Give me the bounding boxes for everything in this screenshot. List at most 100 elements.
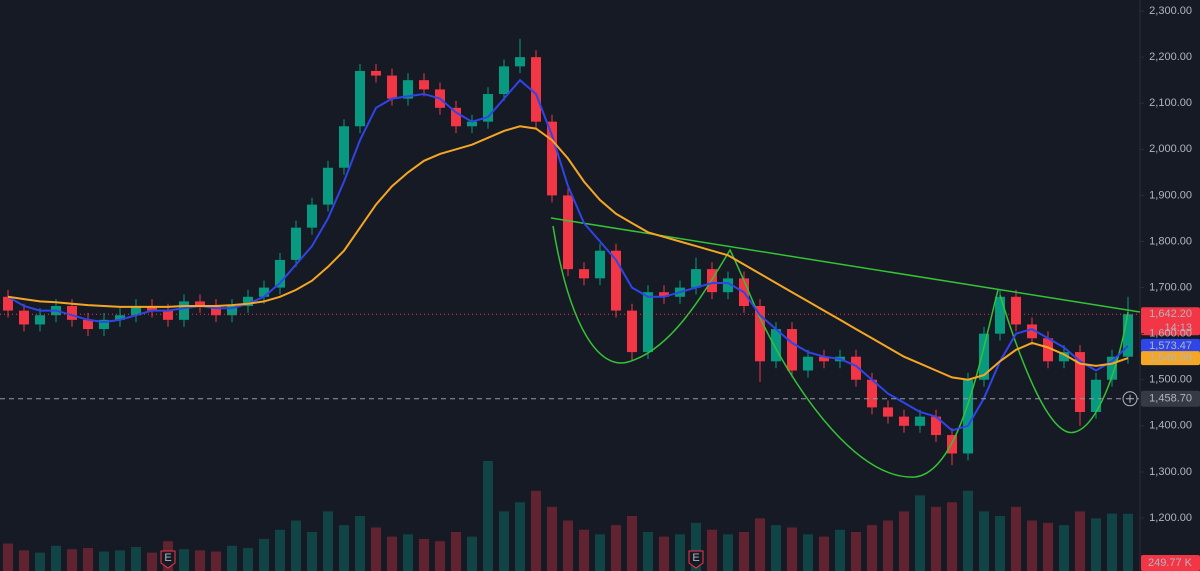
earnings-marker xyxy=(688,550,704,569)
volume-bar xyxy=(179,549,189,571)
volume-bar xyxy=(147,552,157,571)
volume-bar xyxy=(547,506,557,571)
volume-bar xyxy=(211,551,221,571)
y-tick-label: 2,000.00 xyxy=(1149,143,1192,155)
volume-bar xyxy=(691,522,701,571)
candle-body xyxy=(483,94,493,122)
volume-bar xyxy=(979,511,989,571)
volume-bar xyxy=(1123,513,1133,571)
volume-bar xyxy=(291,520,301,571)
candle-body xyxy=(643,292,653,353)
candle-body xyxy=(3,296,13,311)
overlay-layer: E E 1,642.20 14:13 1,573.471,546.99 1,458.70 2… xyxy=(0,78,1200,571)
volume-bar xyxy=(883,520,893,571)
candle-body xyxy=(899,416,909,426)
volume-bar xyxy=(771,525,781,571)
volume-bar xyxy=(1107,513,1117,571)
candle-body xyxy=(995,296,1005,334)
candle-body xyxy=(19,310,29,325)
earnings-marker xyxy=(160,550,176,569)
volume-bar xyxy=(371,527,381,571)
y-tick-label: 1,900.00 xyxy=(1149,189,1192,201)
volume-bar xyxy=(387,536,397,571)
candle-body xyxy=(531,57,541,122)
candle-body xyxy=(627,310,637,353)
earnings-label: E xyxy=(692,552,699,564)
volume-bar xyxy=(515,502,525,571)
candle-body xyxy=(723,278,733,293)
candle-body xyxy=(1059,352,1069,362)
volume-bar xyxy=(835,529,845,571)
candle-body xyxy=(979,333,989,380)
candle-body xyxy=(275,259,285,288)
candle-body xyxy=(515,57,525,67)
volume-label: 249.77 K xyxy=(1148,557,1193,569)
plus-icon xyxy=(1126,394,1134,403)
ma-value-label: 1,573.47 xyxy=(1149,340,1192,352)
volume-bar xyxy=(899,511,909,571)
volume-bar xyxy=(323,511,333,571)
volume-bar xyxy=(819,536,829,571)
candle-body xyxy=(179,301,189,320)
volume-bar xyxy=(563,520,573,571)
candle-body xyxy=(659,292,669,297)
volume-bar xyxy=(531,490,541,571)
volume-bar xyxy=(355,516,365,571)
earnings-label: E xyxy=(164,552,171,564)
volume-bar xyxy=(115,550,125,571)
candle-body xyxy=(387,75,397,99)
candle-body xyxy=(499,66,509,95)
volume-bar xyxy=(51,545,61,571)
volume-bar xyxy=(83,548,93,571)
candle-body xyxy=(851,356,861,380)
candle-body xyxy=(867,379,877,408)
candle-body xyxy=(691,269,701,288)
candle-body xyxy=(755,306,765,362)
volume-bar xyxy=(643,532,653,571)
candle-layer xyxy=(3,38,1133,466)
volume-bar xyxy=(195,550,205,571)
candle-body xyxy=(403,80,413,99)
volume-bar xyxy=(1091,518,1101,571)
y-tick-label: 1,500.00 xyxy=(1149,374,1192,386)
volume-bar xyxy=(627,516,637,571)
candle-body xyxy=(595,250,605,279)
candle-body xyxy=(147,306,157,311)
y-tick-label: 1,600.00 xyxy=(1149,328,1192,340)
volume-bar xyxy=(675,534,685,571)
y-tick-label: 2,200.00 xyxy=(1149,51,1192,63)
y-tick-label: 2,300.00 xyxy=(1149,5,1192,17)
volume-bar xyxy=(243,548,253,571)
candle-body xyxy=(131,306,141,316)
candle-body xyxy=(371,70,381,76)
moving-average xyxy=(7,125,1129,381)
last-price-box xyxy=(1141,307,1200,336)
candle-body xyxy=(99,319,109,330)
candle-body xyxy=(563,195,573,270)
candle-body xyxy=(803,356,813,371)
volume-bar xyxy=(451,532,461,571)
volume-bar xyxy=(915,495,925,571)
last-price-label: 1,642.20 xyxy=(1149,308,1192,320)
volume-bar xyxy=(19,550,29,571)
candle-body xyxy=(211,306,221,316)
volume-bar xyxy=(307,532,317,571)
volume-bar xyxy=(403,534,413,571)
volume-bar xyxy=(995,516,1005,571)
volume-bar xyxy=(435,541,445,571)
candle-body xyxy=(963,379,973,454)
crosshair-box xyxy=(1141,390,1200,407)
countdown-label: 14:13 xyxy=(1164,322,1192,334)
cup-drawing xyxy=(552,225,761,364)
volume-bar xyxy=(595,534,605,571)
cup-drawing xyxy=(759,289,999,478)
volume-bar xyxy=(787,527,797,571)
candle-body xyxy=(707,269,717,293)
candle-body xyxy=(1043,338,1053,362)
candle-body xyxy=(339,126,349,168)
volume-bar xyxy=(1043,522,1053,571)
ma-value-box xyxy=(1141,338,1200,353)
candle-body xyxy=(915,416,925,426)
y-tick-label: 1,800.00 xyxy=(1149,235,1192,247)
